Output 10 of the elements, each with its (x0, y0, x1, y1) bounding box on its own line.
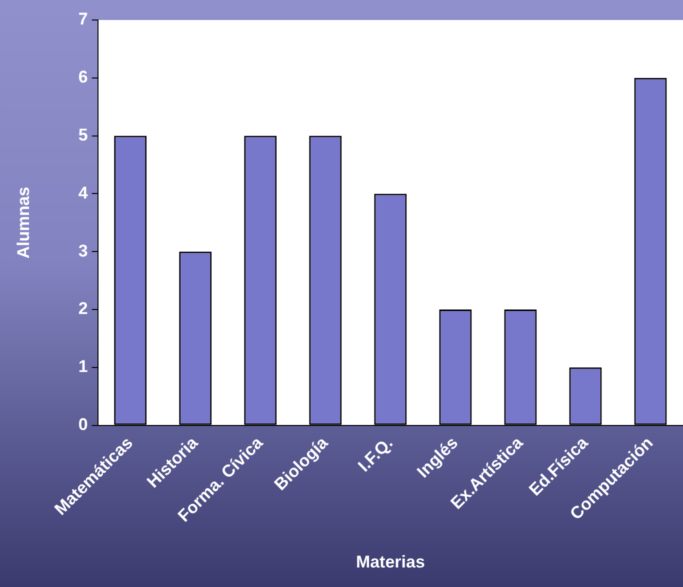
y-axis-title: Alumnas (14, 186, 33, 259)
y-tick-label: 6 (78, 68, 88, 87)
y-tick-label: 2 (78, 299, 88, 318)
y-tick-label: 1 (78, 357, 88, 376)
y-tick-label: 0 (78, 415, 88, 434)
y-tick-label: 7 (78, 10, 88, 29)
y-tick-label: 5 (78, 126, 88, 144)
x-axis-title: Materias (356, 552, 425, 572)
y-tick-label: 3 (78, 241, 88, 260)
y-tick-label: 4 (78, 183, 88, 202)
